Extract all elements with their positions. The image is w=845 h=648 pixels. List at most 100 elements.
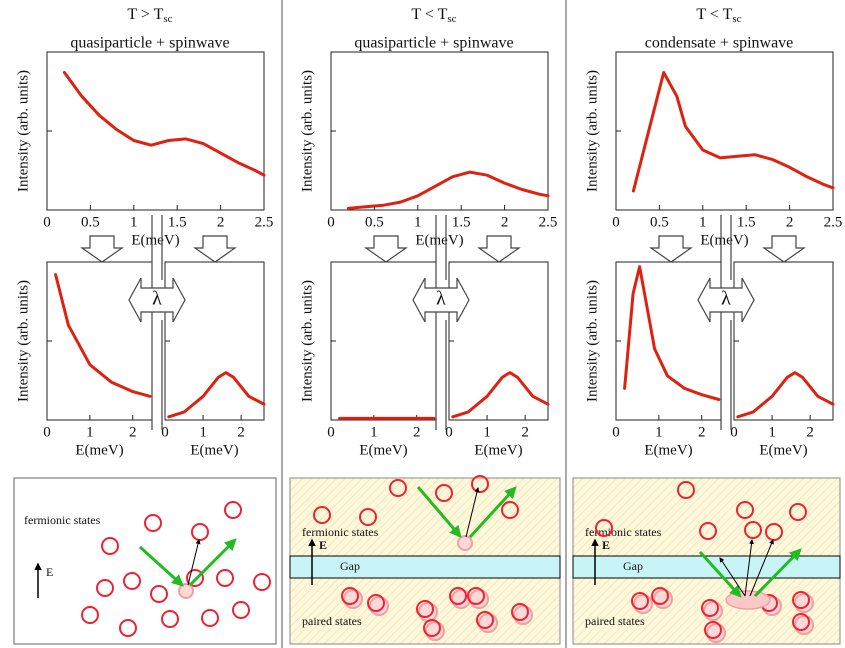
lambda-arrow <box>412 277 470 323</box>
x-tick-label: 2 <box>786 214 794 230</box>
state <box>367 594 385 612</box>
excited-state <box>633 594 653 614</box>
paired-label: paired states <box>302 614 362 628</box>
x-tick-label: 2 <box>501 214 509 230</box>
state <box>792 591 810 609</box>
y-axis-label: Intensity (arb. units) <box>299 280 315 402</box>
down-arrow <box>80 235 124 263</box>
lambda-arrow <box>697 277 755 323</box>
x-tick-label: 2 <box>806 424 814 440</box>
data-line <box>736 371 835 419</box>
state <box>161 610 179 628</box>
x-axis-label: E(meV) <box>190 442 238 458</box>
excited-state <box>653 589 673 609</box>
state <box>232 601 250 619</box>
gap-band <box>572 555 841 579</box>
state <box>150 585 168 603</box>
state <box>792 613 810 631</box>
x-axis-label: E(meV) <box>700 232 748 248</box>
fermionic-label: fermionic states <box>24 513 101 527</box>
state <box>701 599 719 617</box>
state <box>253 573 271 591</box>
x-tick-label: 0.5 <box>650 214 669 230</box>
title-main: T < T <box>696 6 732 23</box>
state <box>423 619 441 637</box>
x-tick-label: 0 <box>327 214 335 230</box>
x-tick-label: 2 <box>129 424 137 440</box>
title-main: T > T <box>127 6 163 23</box>
title-main: T < T <box>411 6 447 23</box>
diagram-frame <box>13 477 277 645</box>
x-tick-label: 2.5 <box>539 214 558 230</box>
excited-state <box>794 615 814 635</box>
spinwave-arrow <box>188 538 237 587</box>
gap-band <box>289 555 561 579</box>
quasiparticle-arrow <box>749 539 774 597</box>
excited-state <box>478 613 498 633</box>
chart-subtitle: quasiparticle + spinwave <box>354 35 513 52</box>
excited-state <box>178 583 194 599</box>
spinwave-arrow <box>416 486 462 538</box>
chart-title: T > Tsc <box>127 6 172 25</box>
state <box>677 481 695 499</box>
data-line <box>167 371 266 419</box>
state <box>119 619 137 637</box>
x-tick-label: 0 <box>327 424 335 440</box>
state <box>511 603 529 621</box>
y-axis-label: Intensity (arb. units) <box>299 70 315 192</box>
quasiparticle-arrow <box>744 539 754 597</box>
excited-state <box>457 535 473 551</box>
x-tick-label: 2 <box>237 424 245 440</box>
state <box>449 587 467 605</box>
x-tick-label: 2 <box>413 424 421 440</box>
chart-subtitle: condensate + spinwave <box>645 35 794 52</box>
state <box>416 600 434 618</box>
lambda-connector <box>720 215 732 430</box>
x-tick-label: 1 <box>655 424 663 440</box>
lambda-connector <box>435 215 447 430</box>
lambda-symbol: λ <box>436 288 446 310</box>
lambda-arrow <box>128 277 186 323</box>
excited-state <box>703 601 723 621</box>
state <box>736 501 754 519</box>
x-axis-label: E(meV) <box>415 232 463 248</box>
excited-state <box>369 596 389 616</box>
excited-state <box>425 621 445 641</box>
down-arrow <box>649 235 693 263</box>
excited-state <box>451 589 471 609</box>
x-tick-label: 0 <box>612 424 620 440</box>
data-line <box>54 273 152 398</box>
x-tick-label: 2 <box>521 424 529 440</box>
down-arrow <box>193 235 237 263</box>
quasiparticle-arrow <box>719 557 746 597</box>
x-tick-label: 0 <box>161 424 169 440</box>
energy-label: E <box>319 538 327 552</box>
title-subscript: sc <box>163 13 172 25</box>
x-tick-label: 2 <box>698 424 706 440</box>
x-tick-label: 1 <box>414 214 422 230</box>
x-tick-label: 1 <box>199 424 207 440</box>
paired-label: paired states <box>585 614 645 628</box>
state <box>201 609 219 627</box>
spinwave-arrow <box>753 548 802 598</box>
excited-state <box>706 623 726 643</box>
energy-label: E <box>602 538 610 552</box>
y-axis-label: Intensity (arb. units) <box>15 70 31 192</box>
x-tick-label: 1.5 <box>737 214 756 230</box>
energy-label: E <box>46 565 53 579</box>
state <box>501 501 519 519</box>
down-arrow <box>477 235 521 263</box>
state <box>651 587 669 605</box>
state <box>471 475 489 493</box>
x-tick-label: 1 <box>86 424 94 440</box>
x-tick-label: 1.5 <box>452 214 471 230</box>
title-subscript: sc <box>447 13 456 25</box>
x-tick-label: 1 <box>370 424 378 440</box>
state <box>123 572 141 590</box>
x-axis-label: E(meV) <box>759 442 807 458</box>
state <box>359 508 377 526</box>
x-tick-label: 0.5 <box>365 214 384 230</box>
state <box>144 514 162 532</box>
state <box>96 579 114 597</box>
